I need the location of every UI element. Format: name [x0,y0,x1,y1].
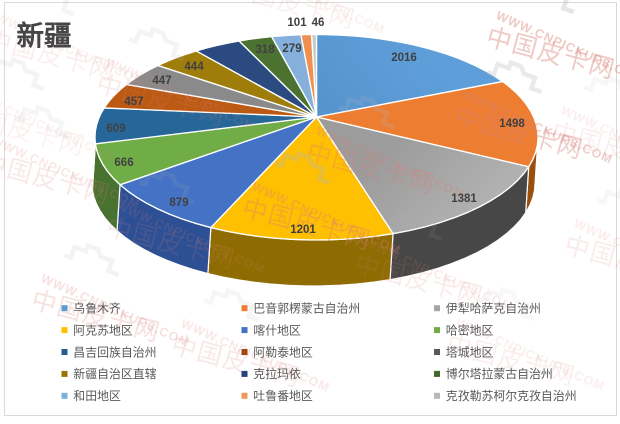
svg-text:318: 318 [255,44,275,56]
svg-text:塔城地区: 塔城地区 [446,345,494,359]
svg-text:喀什地区: 喀什地区 [253,323,301,337]
svg-text:巴音郭楞蒙古自治州: 巴音郭楞蒙古自治州 [253,302,360,316]
svg-text:447: 447 [152,75,171,87]
svg-text:457: 457 [124,96,143,108]
svg-text:1381: 1381 [451,193,477,205]
svg-text:609: 609 [106,123,125,135]
svg-text:666: 666 [114,157,133,169]
svg-text:101: 101 [287,17,307,29]
svg-text:1201: 1201 [290,224,316,236]
svg-text:昌吉回族自治州: 昌吉回族自治州 [73,345,156,359]
svg-text:1498: 1498 [499,118,525,130]
svg-text:哈密地区: 哈密地区 [446,323,494,337]
svg-text:伊犁哈萨克自治州: 伊犁哈萨克自治州 [446,302,541,316]
svg-text:克孜勒苏柯尔克孜自治州: 克孜勒苏柯尔克孜自治州 [446,389,577,403]
svg-text:279: 279 [282,43,301,55]
svg-text:阿勒泰地区: 阿勒泰地区 [253,345,313,359]
svg-text:克拉玛依: 克拉玛依 [253,367,301,381]
svg-text:阿克苏地区: 阿克苏地区 [73,323,133,337]
svg-text:吐鲁番地区: 吐鲁番地区 [253,389,313,403]
svg-text:新疆: 新疆 [17,20,72,51]
svg-text:444: 444 [184,61,204,73]
svg-text:879: 879 [169,197,188,209]
svg-text:和田地区: 和田地区 [73,389,121,403]
svg-text:46: 46 [312,17,325,29]
svg-text:2016: 2016 [391,52,417,64]
svg-text:博尔塔拉蒙古自治州: 博尔塔拉蒙古自治州 [446,367,553,381]
svg-text:乌鲁木齐: 乌鲁木齐 [73,302,121,316]
svg-text:新疆自治区直辖: 新疆自治区直辖 [73,367,156,381]
